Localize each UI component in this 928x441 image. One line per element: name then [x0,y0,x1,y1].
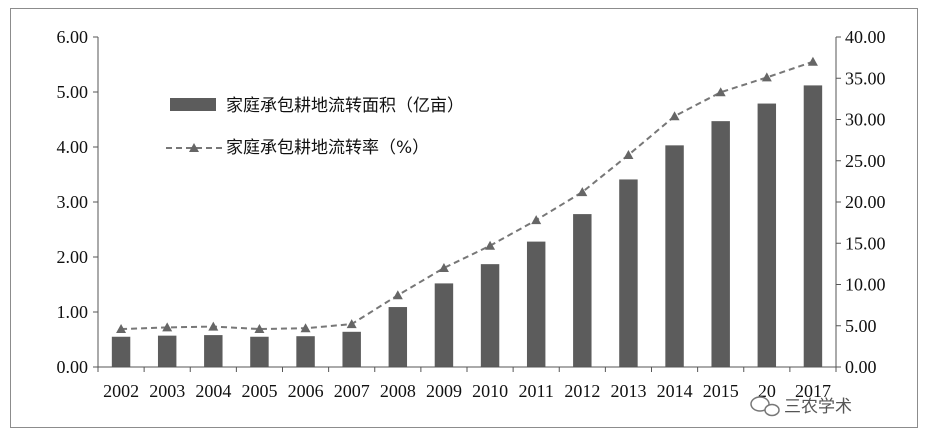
rate-point-2010 [485,240,496,250]
axes: 0.00 1.00 2.00 3.00 4.00 5.00 6.00 0.00 5.00 10.0… [57,27,886,401]
bar-2010 [480,264,500,367]
right-tick-label: 5.00 [845,316,877,336]
x-tick-label: 2015 [703,381,739,401]
bar-2014 [665,145,684,367]
bar-2008 [388,307,408,367]
x-tick-label: 2010 [472,381,508,401]
x-tick-label: 2005 [241,381,277,401]
left-tick-label: 1.00 [57,302,89,322]
line-series [116,56,818,334]
bar-2013 [619,179,638,367]
x-tick-label: 20 [758,381,776,401]
legend: 家庭承包耕地流转面积（亿亩） 家庭承包耕地流转率（%） [166,96,464,158]
bar-2002 [111,336,131,367]
left-tick-label: 2.00 [57,247,89,267]
right-tick-label: 30.00 [845,110,886,130]
bar-2004 [204,335,223,367]
legend-line-marker [189,143,199,152]
right-tick-label: 40.00 [845,27,886,47]
x-tick-label: 2014 [657,381,693,401]
rate-point-2005 [254,324,265,334]
rate-point-2013 [623,149,634,159]
left-tick-label: 0.00 [57,357,89,377]
right-tick-label: 20.00 [845,192,886,212]
right-tick-label: 15.00 [845,233,886,253]
rate-point-2016 [761,72,772,82]
bar-2006 [296,336,315,367]
bar-2009 [434,283,454,367]
x-tick-label: 2008 [380,381,416,401]
rate-point-2015 [715,87,726,97]
right-tick-label: 10.00 [845,275,886,295]
x-tick-label: 2011 [519,381,554,401]
x-tick-label: 2003 [149,381,185,401]
rate-point-2004 [208,321,219,331]
bar-series [111,85,823,368]
right-tick-label: 35.00 [845,68,886,88]
left-tick-label: 4.00 [57,137,89,157]
rate-point-2007 [346,319,357,329]
bar-2003 [157,335,177,367]
bar-2015 [711,121,730,368]
bar-2011 [526,241,546,367]
x-tick-label: 2006 [288,381,324,401]
rate-point-2011 [531,215,542,225]
rate-point-2002 [116,324,127,334]
rate-point-2008 [392,290,403,300]
rate-point-2009 [438,263,449,272]
rate-point-2006 [300,323,311,333]
rate-point-2003 [162,322,173,332]
left-tick-label: 3.00 [57,192,89,212]
x-tick-label: 2009 [426,381,462,401]
right-tick-label: 0.00 [845,357,877,377]
right-tick-label: 25.00 [845,151,886,171]
legend-bar-label: 家庭承包耕地流转面积（亿亩） [226,96,464,116]
bar-2005 [250,336,269,367]
left-tick-label: 6.00 [57,27,89,47]
legend-line-label: 家庭承包耕地流转率（%） [226,138,429,158]
bar-2007 [342,331,361,367]
rate-point-2012 [577,187,588,197]
x-tick-label: 2017 [795,381,831,401]
rate-point-2017 [807,56,818,66]
watermark: 三农学术 [750,396,852,417]
wechat-icon [750,396,780,417]
bar-2016 [757,103,777,368]
x-tick-label: 2004 [195,381,231,401]
x-tick-label: 2007 [334,381,370,401]
x-tick-label: 2002 [103,381,139,401]
watermark-text: 三农学术 [784,397,852,417]
bar-2017 [803,85,823,368]
bar-2012 [573,214,592,367]
legend-bar-swatch [170,98,216,111]
left-tick-label: 5.00 [57,82,89,102]
x-tick-label: 2012 [564,381,600,401]
x-tick-label: 2013 [610,381,646,401]
rate-point-2014 [669,111,680,121]
rate-line [121,60,814,331]
